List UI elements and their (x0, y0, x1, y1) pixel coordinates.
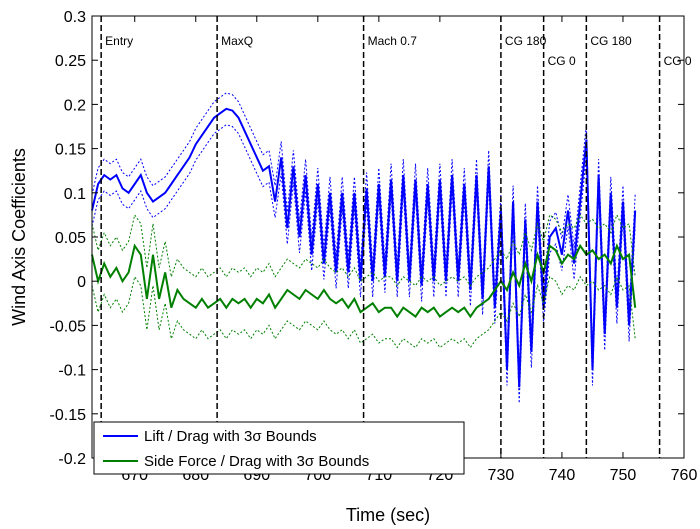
event-label: CG 180 (590, 34, 632, 48)
event-label: CG 0 (548, 54, 576, 68)
event-label: MaxQ (221, 34, 253, 48)
y-tick-label: -0.1 (58, 363, 86, 380)
x-tick-label: 740 (549, 467, 576, 484)
series-lift-upper-bound (91, 92, 636, 372)
y-tick-label: -0.2 (58, 451, 86, 468)
y-tick-label: 0.05 (55, 230, 86, 247)
y-tick-label: 0.3 (64, 9, 86, 26)
y-tick-label: 0.15 (55, 142, 86, 159)
x-tick-label: 760 (671, 467, 698, 484)
x-axis-title: Time (sec) (346, 505, 430, 525)
y-tick-label: -0.15 (50, 407, 87, 424)
legend-box (93, 421, 465, 475)
y-tick-label: 0.2 (64, 97, 86, 114)
legend-label-side-force: Side Force / Drag with 3σ Bounds (144, 453, 369, 470)
legend-label-lift: Lift / Drag with 3σ Bounds (144, 428, 317, 445)
x-tick-label: 750 (610, 467, 637, 484)
y-tick-label: 0 (77, 274, 86, 291)
y-tick-label: -0.05 (50, 318, 87, 335)
event-label: Mach 0.7 (368, 34, 418, 48)
event-label: CG 0 (664, 54, 692, 68)
series-lift-lower-bound (91, 124, 636, 404)
y-tick-label: 0.1 (64, 186, 86, 203)
legend: Lift / Drag with 3σ Bounds Side Force / … (93, 421, 465, 475)
ticks-layer: 670 680 690 700 710 720 730 740 750 760-0.2-0.15-… (50, 9, 698, 484)
event-label: Entry (105, 34, 133, 48)
x-tick-label: 730 (488, 467, 515, 484)
y-tick-label: 0.25 (55, 53, 86, 70)
y-axis-title: Wind Axis Coefficients (9, 148, 29, 326)
event-label: CG 180 (505, 34, 547, 48)
